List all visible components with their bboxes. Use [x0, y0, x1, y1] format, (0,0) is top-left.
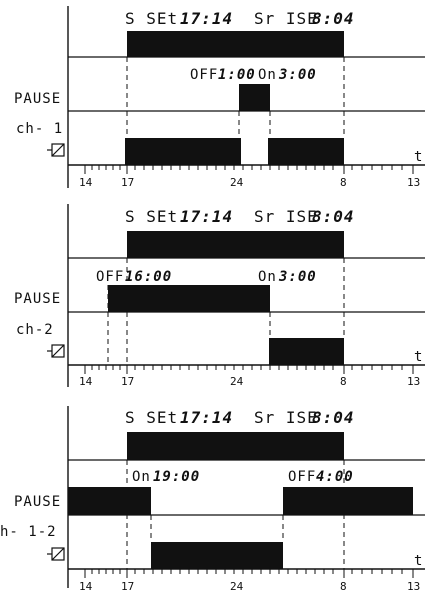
pause-on-label: On	[258, 67, 277, 83]
tick-label: 14	[79, 375, 93, 388]
pause-label: PAUSE	[14, 91, 61, 107]
pause-on-time: 3:00	[278, 269, 317, 285]
tick-label: 8	[340, 375, 347, 388]
tick-label: 24	[230, 375, 244, 388]
tick-label: 14	[79, 580, 93, 593]
relay-coil-icon	[47, 547, 65, 561]
sunrise-label: Sr ISE	[254, 9, 318, 28]
sunset-time: 17:14	[180, 207, 233, 226]
pause-label: PAUSE	[14, 494, 61, 510]
channel-label: ch- 1	[16, 121, 63, 137]
sunrise-time: 8:04	[312, 9, 355, 28]
sunrise-time: 8:04	[312, 207, 355, 226]
pause-off-label: OFF	[96, 269, 124, 285]
sunrise-label: Sr ISE	[254, 207, 318, 226]
output-bar	[151, 542, 283, 569]
sunrise-time: 8:04	[312, 408, 355, 427]
tick-label: 24	[230, 176, 244, 189]
pause-off-time: 16:00	[125, 269, 172, 285]
tick-label: 24	[230, 580, 244, 593]
pause-on-label: On	[258, 269, 277, 285]
pause-on-label: On	[132, 469, 151, 485]
output-bar	[125, 138, 241, 165]
pause-bar	[239, 84, 270, 111]
sunset-label: S SEt	[125, 207, 178, 226]
time-axis-label: t	[414, 349, 423, 365]
sunset-time: 17:14	[180, 9, 233, 28]
pause-off-label: OFF	[190, 67, 218, 83]
pause-label: PAUSE	[14, 291, 61, 307]
tick-label: 17	[121, 176, 134, 189]
night-bar	[127, 31, 344, 57]
relay-coil-icon	[47, 344, 65, 358]
channel-label: ch-2	[16, 322, 54, 338]
channel-label: h- 1-2	[0, 524, 57, 540]
time-axis-label: t	[414, 149, 423, 165]
axis-ticks	[84, 165, 414, 174]
panel-1: S SEt 17:14 Sr ISE 8:04 OFF 1:00 On 3:00…	[14, 6, 425, 189]
tick-label: 13	[407, 580, 420, 593]
pause-off-time: 4:00	[316, 469, 354, 485]
tick-label: 17	[121, 580, 134, 593]
night-bar	[127, 231, 344, 258]
tick-label: 17	[121, 375, 134, 388]
sunrise-label: Sr ISE	[254, 408, 318, 427]
output-bar	[269, 338, 344, 365]
pause-bar	[68, 487, 151, 515]
pause-bar	[108, 285, 270, 312]
relay-coil-icon	[47, 143, 65, 157]
axis-ticks	[84, 365, 414, 374]
tick-label: 13	[407, 176, 420, 189]
pause-off-label: OFF	[288, 469, 316, 485]
tick-label: 8	[340, 176, 347, 189]
night-bar	[127, 432, 344, 460]
pause-on-time: 19:00	[153, 469, 200, 485]
time-axis-label: t	[414, 553, 423, 569]
sunset-label: S SEt	[125, 408, 178, 427]
dashed-guides	[107, 258, 345, 365]
sunset-time: 17:14	[180, 408, 233, 427]
pause-off-time: 1:00	[218, 67, 256, 83]
dashed-guides	[126, 57, 345, 138]
panel-3: S SEt 17:14 Sr ISE 8:04 On 19:00 OFF 4:0…	[0, 406, 425, 593]
output-bar	[268, 138, 344, 165]
tick-label: 14	[79, 176, 93, 189]
tick-label: 8	[340, 580, 347, 593]
pause-on-time: 3:00	[278, 67, 317, 83]
axis-ticks	[84, 569, 414, 578]
pause-bar	[283, 487, 413, 515]
dashed-guides	[126, 460, 345, 569]
tick-label: 13	[407, 375, 420, 388]
sunset-label: S SEt	[125, 9, 178, 28]
panel-2: S SEt 17:14 Sr ISE 8:04 OFF 16:00 On 3:0…	[14, 204, 425, 388]
